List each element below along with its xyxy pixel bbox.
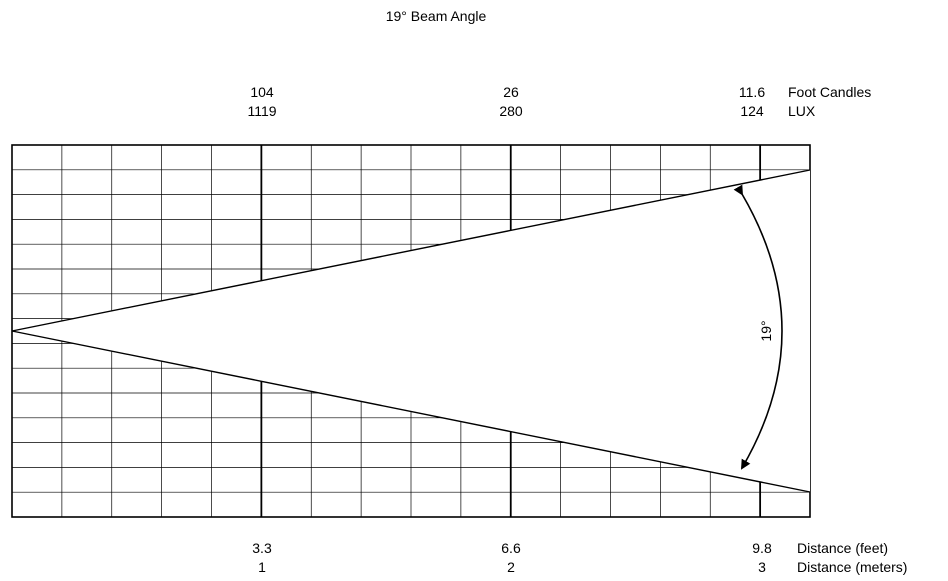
distance-feet-value-3: 9.8: [752, 540, 772, 556]
beam-lower-edge: [11, 330, 811, 493]
distance-meters-value-1: 1: [258, 559, 266, 575]
angle-arc-arrow: [733, 184, 783, 470]
distance-feet-value-1: 3.3: [252, 540, 272, 556]
foot-candles-value-3: 11.6: [739, 84, 765, 100]
distance-meters-label: Distance (meters): [797, 559, 907, 575]
foot-candles-value-1: 104: [250, 84, 274, 100]
lux-label: LUX: [788, 103, 816, 119]
diagram-title: 19° Beam Angle: [386, 8, 487, 24]
grid: [11, 144, 811, 518]
distance-feet-value-2: 6.6: [501, 540, 521, 556]
beam-upper-edge: [11, 169, 811, 332]
distance-feet-label: Distance (feet): [797, 540, 888, 556]
distance-meters-value-2: 2: [507, 559, 515, 575]
distance-meters-value-3: 3: [758, 559, 766, 575]
foot-candles-label: Foot Candles: [788, 84, 871, 100]
lux-value-1: 1119: [247, 103, 276, 119]
lux-value-2: 280: [499, 103, 523, 119]
foot-candles-value-2: 26: [503, 84, 519, 100]
angle-label: 19°: [758, 320, 774, 341]
lux-value-3: 124: [740, 103, 764, 119]
beam-cone: [12, 170, 810, 492]
